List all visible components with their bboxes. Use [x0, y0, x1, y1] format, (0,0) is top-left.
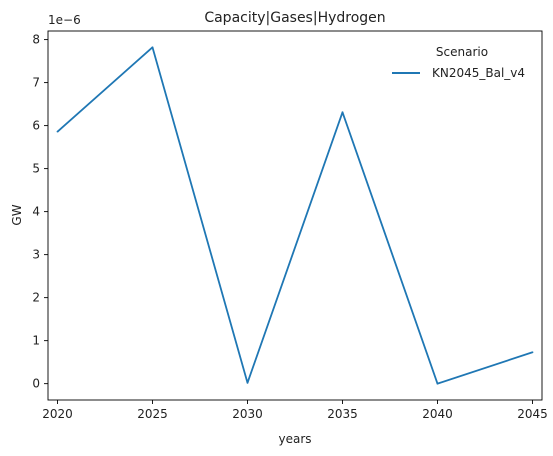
data-point — [531, 351, 534, 354]
data-point — [341, 111, 344, 114]
y-tick-label: 3 — [32, 248, 40, 262]
legend-series-label: KN2045_Bal_v4 — [432, 66, 525, 80]
x-tick-label: 2025 — [137, 407, 168, 421]
y-tick-label: 2 — [32, 291, 40, 305]
x-tick-label: 2040 — [422, 407, 453, 421]
legend: Scenario KN2045_Bal_v4 — [392, 45, 525, 80]
y-tick-label: 4 — [32, 205, 40, 219]
legend-title: Scenario — [436, 45, 488, 59]
y-axis-ticks: 0 1 2 3 4 5 6 7 8 — [32, 33, 48, 391]
data-point — [56, 130, 59, 133]
x-tick-label: 2035 — [327, 407, 358, 421]
y-tick-label: 7 — [32, 76, 40, 90]
y-axis-label: GW — [10, 204, 24, 225]
x-tick-label: 2020 — [42, 407, 73, 421]
y-tick-label: 0 — [32, 377, 40, 391]
chart-title: Capacity|Gases|Hydrogen — [204, 10, 385, 26]
plot-area — [47, 30, 543, 401]
x-axis-label: years — [278, 432, 311, 446]
y-tick-label: 6 — [32, 119, 40, 133]
data-point — [436, 382, 439, 385]
y-scale-label: 1e−6 — [48, 13, 81, 27]
y-tick-label: 1 — [32, 334, 40, 348]
y-tick-label: 8 — [32, 33, 40, 47]
data-point — [246, 381, 249, 384]
x-tick-label: 2045 — [517, 407, 548, 421]
data-point — [151, 46, 154, 49]
series-line-0 — [56, 46, 533, 385]
series-layer — [56, 46, 534, 385]
x-tick-label: 2030 — [232, 407, 263, 421]
y-tick-label: 5 — [32, 162, 40, 176]
x-axis-ticks: 2020 2025 2030 2035 2040 2045 — [42, 400, 548, 421]
